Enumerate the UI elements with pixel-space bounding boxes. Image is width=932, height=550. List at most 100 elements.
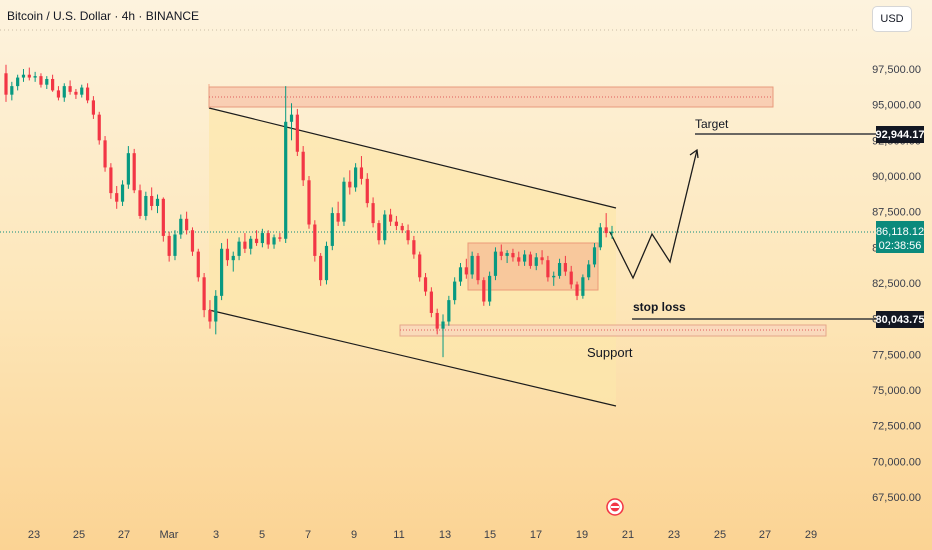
candle-up bbox=[552, 275, 556, 278]
x-tick-label: 27 bbox=[118, 529, 130, 541]
candle-up bbox=[260, 233, 264, 244]
chart-title: Bitcoin / U.S. Dollar · 4h · BINANCE bbox=[7, 9, 200, 23]
candle-up bbox=[592, 247, 597, 265]
candle-up bbox=[144, 195, 148, 216]
candle-up bbox=[231, 255, 235, 261]
candle-up bbox=[219, 248, 224, 296]
candle-down bbox=[202, 277, 206, 311]
candle-up bbox=[33, 76, 37, 78]
candle-up bbox=[324, 245, 329, 281]
candle-down bbox=[115, 193, 119, 202]
candle-down bbox=[546, 260, 550, 278]
candle-down bbox=[313, 224, 317, 256]
candle-up bbox=[493, 251, 498, 276]
candle-up bbox=[557, 263, 562, 276]
candle-up bbox=[120, 184, 125, 202]
candle-up bbox=[62, 86, 66, 98]
candle-down bbox=[429, 291, 433, 313]
candle-up bbox=[179, 218, 183, 235]
consolidation-box bbox=[467, 242, 599, 291]
candle-down bbox=[359, 167, 364, 179]
currency-button[interactable]: USD bbox=[872, 6, 912, 32]
candle-up bbox=[155, 198, 160, 206]
y-tick-label: 77,500.00 bbox=[872, 349, 921, 361]
candles-group bbox=[4, 64, 614, 358]
candle-down bbox=[563, 263, 567, 272]
x-tick-label: 9 bbox=[351, 529, 357, 541]
candle-down bbox=[365, 178, 369, 204]
candle-down bbox=[336, 213, 340, 222]
candle-down bbox=[254, 238, 259, 244]
candle-down bbox=[418, 254, 422, 278]
candle-down bbox=[97, 114, 101, 141]
candle-down bbox=[138, 190, 142, 216]
y-tick-label: 67,500.00 bbox=[872, 492, 921, 504]
candle-down bbox=[348, 181, 352, 188]
candle-down bbox=[225, 248, 230, 261]
candle-down bbox=[400, 225, 404, 231]
y-tick-label: 70,000.00 bbox=[872, 456, 921, 468]
candle-down bbox=[569, 271, 573, 285]
candle-up bbox=[488, 275, 492, 302]
y-tick-label: 72,500.00 bbox=[872, 421, 921, 433]
candle-up bbox=[237, 241, 241, 256]
projection-arrowhead bbox=[689, 148, 699, 159]
y-tick-label: 97,500.00 bbox=[872, 64, 921, 76]
candle-up bbox=[581, 277, 585, 296]
candle-up bbox=[289, 114, 294, 122]
candle-up bbox=[522, 254, 527, 262]
event-marker-icon[interactable] bbox=[606, 498, 624, 516]
candle-down bbox=[4, 73, 8, 95]
candle-down bbox=[208, 310, 212, 322]
candle-down bbox=[476, 255, 480, 281]
candle-down bbox=[307, 180, 311, 225]
channel-lower-line bbox=[208, 309, 617, 407]
candle-down bbox=[394, 221, 399, 226]
candle-down bbox=[109, 167, 113, 194]
candle-down bbox=[412, 240, 416, 255]
candle-down bbox=[27, 74, 31, 78]
candle-down bbox=[185, 218, 189, 231]
y-tick-label: 75,000.00 bbox=[872, 385, 921, 397]
target-annotation: Target bbox=[695, 117, 729, 131]
candle-down bbox=[301, 151, 305, 181]
candle-down bbox=[377, 223, 381, 241]
candle-up bbox=[249, 238, 253, 249]
candle-up bbox=[441, 321, 445, 329]
candle-down bbox=[68, 86, 72, 92]
x-tick-label: 15 bbox=[484, 529, 496, 541]
candle-down bbox=[528, 254, 533, 266]
candle-up bbox=[505, 253, 509, 256]
candle-up bbox=[16, 77, 20, 87]
candle-up bbox=[453, 281, 457, 301]
candle-up bbox=[447, 300, 451, 322]
stop-price-label: 80,043.75 bbox=[876, 314, 925, 326]
candle-up bbox=[598, 227, 602, 248]
candle-up bbox=[80, 87, 84, 95]
candle-down bbox=[423, 277, 428, 292]
candle-down bbox=[511, 253, 515, 258]
target-price-label: 92,944.17 bbox=[876, 129, 925, 141]
candle-up bbox=[284, 121, 288, 239]
candle-up bbox=[587, 264, 591, 278]
candle-up bbox=[330, 213, 334, 246]
x-tick-label: 29 bbox=[805, 529, 817, 541]
x-tick-label: 13 bbox=[439, 529, 451, 541]
x-tick-label: 21 bbox=[622, 529, 634, 541]
stop-loss-annotation: stop loss bbox=[633, 300, 686, 314]
candle-down bbox=[132, 153, 136, 191]
y-tick-label: 95,000.00 bbox=[872, 100, 921, 112]
candle-down bbox=[371, 203, 375, 224]
candle-down bbox=[161, 198, 165, 236]
x-tick-label: 19 bbox=[576, 529, 588, 541]
candle-down bbox=[39, 76, 43, 85]
candle-up bbox=[173, 234, 177, 256]
stop-price-label-bg bbox=[876, 311, 924, 328]
current-price-label-bg bbox=[876, 221, 924, 253]
x-axis[interactable]: 23 25 27 Mar 3 5 7 9 11 13 15 17 19 21 23 25 27 29 bbox=[28, 529, 817, 541]
candle-down bbox=[85, 87, 90, 101]
candle-up bbox=[10, 86, 14, 95]
x-tick-label: 25 bbox=[73, 529, 85, 541]
